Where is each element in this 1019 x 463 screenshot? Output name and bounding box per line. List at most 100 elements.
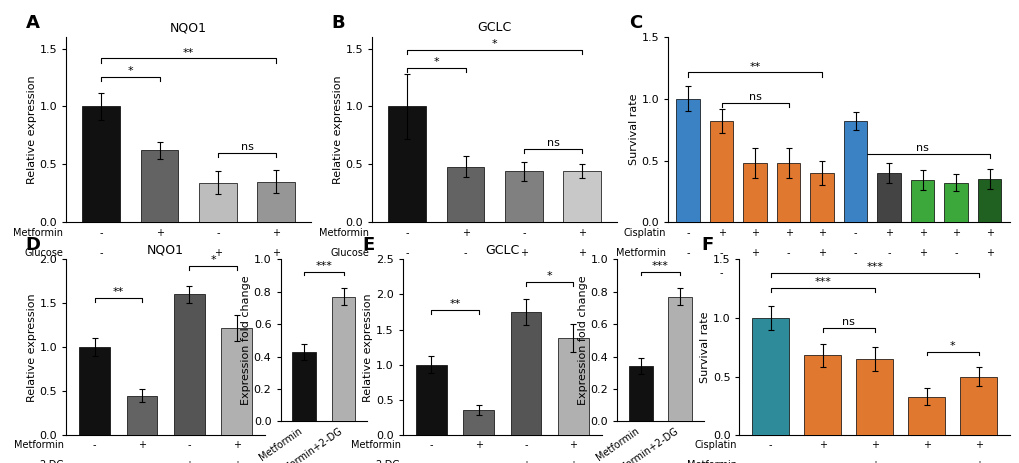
Text: +: +: [784, 228, 792, 238]
Text: **: **: [113, 287, 124, 297]
Text: -: -: [753, 269, 756, 279]
Bar: [557, 338, 588, 435]
Text: +: +: [870, 440, 877, 450]
Bar: [416, 365, 446, 435]
Bar: [504, 171, 542, 222]
Text: A: A: [25, 14, 40, 32]
Text: 2-DG: 2-DG: [39, 460, 64, 463]
Text: -: -: [954, 248, 957, 258]
Text: Metformin: Metformin: [686, 460, 736, 463]
Text: ***: ***: [813, 277, 830, 288]
Bar: [843, 121, 866, 222]
Bar: [944, 183, 967, 222]
Bar: [752, 318, 788, 435]
Text: +: +: [952, 228, 959, 238]
Bar: [511, 312, 541, 435]
Text: +: +: [750, 248, 758, 258]
Bar: [463, 410, 493, 435]
Text: F: F: [701, 236, 713, 254]
Bar: [804, 356, 840, 435]
Bar: [977, 179, 1001, 222]
Text: -: -: [100, 248, 103, 258]
Y-axis label: Expression fold change: Expression fold change: [577, 275, 587, 405]
Text: ns: ns: [842, 317, 854, 327]
Text: +: +: [750, 228, 758, 238]
Bar: [667, 297, 691, 421]
Text: Metformin: Metformin: [257, 426, 304, 463]
Text: ***: ***: [651, 261, 668, 271]
Bar: [908, 396, 944, 435]
Text: -: -: [853, 228, 857, 238]
Bar: [876, 173, 900, 222]
Text: Metformin: Metformin: [14, 440, 64, 450]
Y-axis label: Survival rate: Survival rate: [699, 312, 709, 383]
Text: ns: ns: [748, 93, 761, 102]
Text: +: +: [232, 440, 240, 450]
Text: B: B: [331, 14, 344, 32]
Text: ***: ***: [865, 262, 882, 272]
Text: +: +: [462, 228, 469, 238]
Text: ***: ***: [315, 261, 332, 271]
Text: E: E: [362, 236, 374, 254]
Text: +: +: [952, 269, 959, 279]
Text: Metformin+2-DG: Metformin+2-DG: [606, 426, 680, 463]
Bar: [910, 180, 933, 222]
Text: +: +: [974, 440, 981, 450]
Text: -: -: [924, 460, 927, 463]
Text: ns: ns: [546, 138, 558, 148]
Text: -: -: [141, 460, 144, 463]
Bar: [83, 106, 120, 222]
Text: +: +: [214, 248, 221, 258]
Bar: [331, 297, 355, 421]
Text: +: +: [578, 248, 586, 258]
Bar: [446, 167, 484, 222]
Text: +: +: [232, 460, 240, 463]
Text: +: +: [569, 440, 577, 450]
Text: Metformin: Metformin: [351, 440, 400, 450]
Text: Cisplatin: Cisplatin: [694, 440, 736, 450]
Text: *: *: [491, 39, 497, 50]
Bar: [743, 163, 766, 222]
Text: -: -: [158, 248, 161, 258]
Text: -: -: [464, 248, 467, 258]
Bar: [221, 328, 252, 435]
Text: -: -: [686, 269, 689, 279]
Bar: [141, 150, 178, 222]
Text: +: +: [272, 248, 280, 258]
Text: +: +: [817, 248, 825, 258]
Text: -: -: [429, 440, 433, 450]
Bar: [709, 121, 733, 222]
Text: +: +: [569, 460, 577, 463]
Text: +: +: [974, 460, 981, 463]
Text: +: +: [474, 440, 482, 450]
Text: +: +: [870, 460, 877, 463]
Bar: [292, 352, 316, 421]
Text: +: +: [922, 440, 929, 450]
Text: *: *: [210, 255, 216, 265]
Bar: [126, 395, 157, 435]
Text: **: **: [449, 300, 461, 309]
Text: +: +: [818, 440, 825, 450]
Bar: [388, 106, 426, 222]
Text: -: -: [477, 460, 480, 463]
Title: GCLC: GCLC: [485, 244, 519, 257]
Title: GCLC: GCLC: [477, 21, 512, 34]
Text: -: -: [686, 248, 689, 258]
Text: -: -: [406, 248, 409, 258]
Text: D: D: [25, 236, 41, 254]
Text: -: -: [719, 269, 722, 279]
Text: -: -: [853, 269, 857, 279]
Text: -: -: [100, 228, 103, 238]
Bar: [776, 163, 800, 222]
Y-axis label: Relative expression: Relative expression: [26, 75, 37, 184]
Bar: [810, 173, 834, 222]
Text: Metformin+2-DG: Metformin+2-DG: [270, 426, 343, 463]
Text: +: +: [520, 248, 527, 258]
Y-axis label: Expression fold change: Expression fold change: [240, 275, 251, 405]
Text: +: +: [717, 228, 725, 238]
Text: **: **: [182, 48, 195, 57]
Text: Glucose: Glucose: [627, 269, 665, 279]
Text: ns: ns: [915, 143, 928, 153]
Text: +: +: [984, 248, 993, 258]
Bar: [562, 171, 600, 222]
